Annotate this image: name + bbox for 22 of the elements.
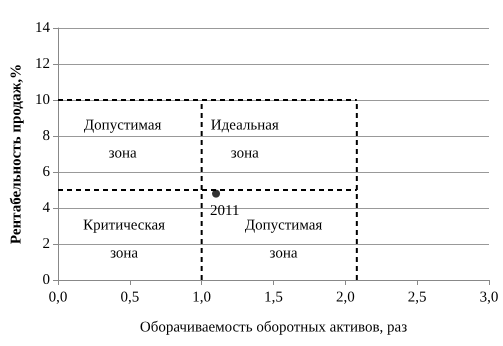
- y-tick-label: 14: [35, 20, 50, 36]
- annotation: Идеальная зона: [210, 118, 279, 162]
- x-tick-label: 2,5: [408, 290, 427, 306]
- annotation: Допустимая зона: [244, 218, 322, 262]
- y-tick-label: 8: [42, 128, 50, 144]
- y-tick-label: 6: [42, 164, 50, 180]
- x-tick-label: 0,0: [48, 290, 68, 306]
- x-tick-label: 3,0: [480, 290, 498, 306]
- x-tick-label: 1,0: [192, 290, 212, 306]
- y-tick-label: 0: [42, 272, 50, 288]
- y-axis-title: Рентабельность продаж,%: [8, 64, 24, 244]
- x-tick-label: 0,5: [120, 290, 140, 306]
- annotation: Критическая зона: [83, 218, 166, 262]
- annotation: Допустимая зона: [84, 118, 162, 162]
- y-tick-label: 12: [35, 56, 50, 72]
- x-tick-label: 1,5: [264, 290, 283, 306]
- x-axis-title: Оборачиваемость оборотных активов, раз: [140, 320, 408, 336]
- x-tick-label: 2,0: [336, 290, 355, 306]
- annotation: 2011: [210, 203, 240, 220]
- y-tick-label: 4: [42, 200, 50, 216]
- y-tick-label: 2: [42, 236, 50, 252]
- y-tick-label: 10: [35, 92, 50, 108]
